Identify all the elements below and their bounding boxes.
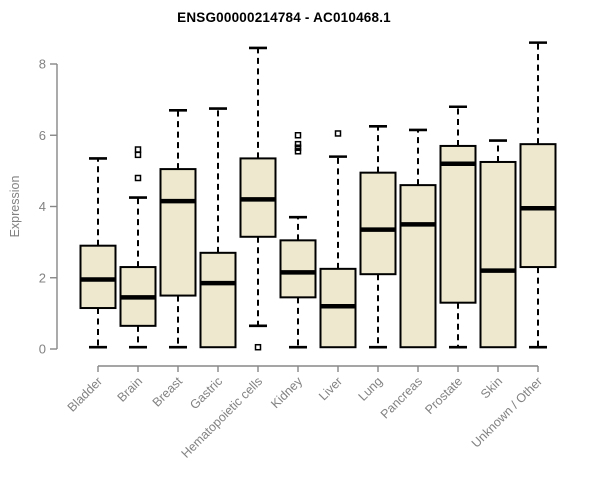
outlier-point	[294, 144, 302, 151]
iqr-box	[199, 251, 237, 349]
x-tick-label: Breast	[150, 374, 186, 410]
box-kidney	[279, 132, 317, 349]
x-tick-label: Gastric	[187, 374, 225, 412]
iqr-box	[279, 239, 317, 299]
box-gastric	[199, 107, 237, 349]
box-liver	[319, 130, 357, 349]
y-axis-title: Expression	[8, 176, 22, 238]
box-brain	[119, 146, 157, 349]
x-tick-label: Pancreas	[378, 374, 425, 421]
outlier-point	[294, 148, 302, 155]
outlier-point	[134, 151, 142, 159]
outlier-point	[294, 140, 302, 148]
outlier-point	[134, 174, 142, 182]
iqr-box	[359, 171, 397, 276]
x-tick-label: Liver	[316, 374, 345, 403]
x-tick-label: Unknown / Other	[469, 374, 545, 450]
box-prostate	[439, 105, 477, 349]
iqr-box	[159, 168, 197, 297]
x-tick-label: Lung	[356, 374, 386, 404]
box-breast	[159, 109, 197, 349]
x-tick-label: Brain	[115, 374, 146, 405]
iqr-box	[399, 184, 437, 349]
y-axis: 0 2 4 6 8 Expression	[8, 57, 58, 357]
y-tick-label: 6	[39, 128, 46, 143]
x-tick-label: Prostate	[422, 374, 465, 417]
iqr-box	[519, 143, 557, 269]
box-skin	[479, 139, 517, 349]
outlier-point	[334, 130, 342, 137]
iqr-box	[439, 144, 477, 304]
y-tick-label: 8	[39, 57, 46, 72]
iqr-box	[79, 244, 117, 310]
outlier-point	[134, 146, 142, 153]
y-tick-label: 2	[39, 270, 46, 285]
outlier-point	[294, 132, 302, 139]
x-tick-label: Skin	[478, 374, 505, 401]
iqr-box	[479, 160, 517, 349]
box-unknown-other	[519, 41, 557, 349]
box-pancreas	[399, 128, 437, 349]
y-tick-label: 4	[39, 199, 46, 214]
box-bladder	[79, 157, 117, 349]
y-tick-label: 0	[39, 342, 46, 357]
chart-title: ENSG00000214784 - AC010468.1	[177, 10, 391, 25]
box-lung	[359, 125, 397, 349]
x-tick-label: Kidney	[268, 374, 305, 411]
box-hematopoietic-cells	[239, 46, 277, 351]
outlier-point	[254, 343, 262, 351]
x-tick-label: Bladder	[65, 374, 105, 414]
